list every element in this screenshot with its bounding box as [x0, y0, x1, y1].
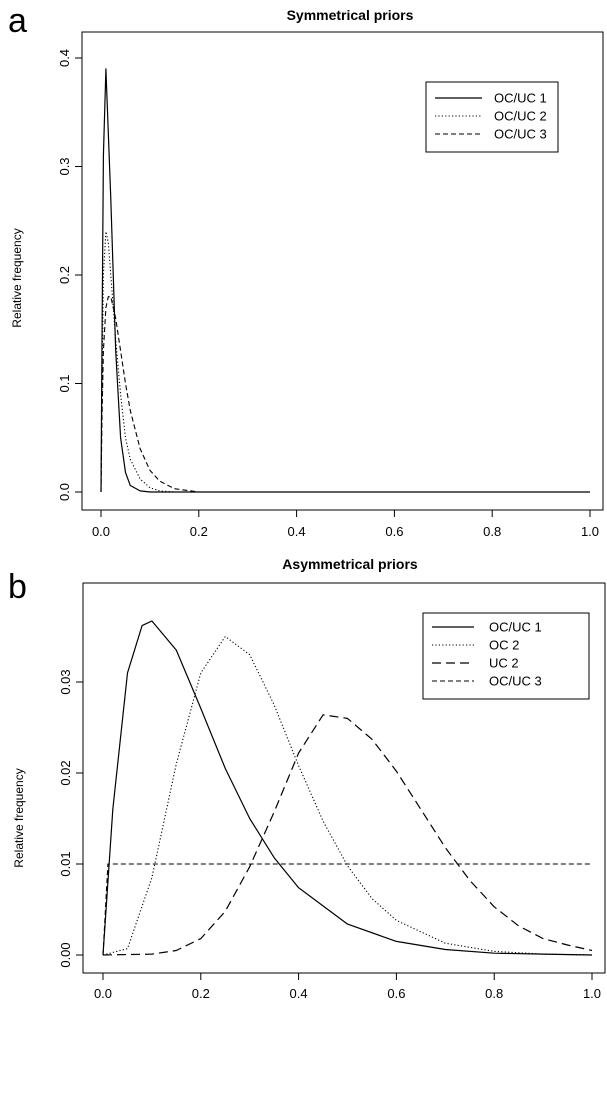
legend-b: OC/UC 1 OC 2 UC 2 OC/UC 3 [422, 612, 590, 700]
series-line [102, 714, 593, 956]
panel-a: a Symmetrical priors Relative frequency … [8, 2, 604, 539]
x-tick-label: 0.2 [192, 986, 210, 1001]
series-line [100, 68, 590, 493]
x-tick-label: 1.0 [583, 986, 601, 1001]
y-tick-label: 0.01 [58, 851, 73, 876]
panel-letter-b: b [8, 568, 27, 606]
y-tick-label: 0.0 [57, 483, 72, 501]
y-tick-label: 0.3 [57, 157, 72, 175]
legend-label: OC/UC 2 [494, 109, 547, 124]
y-tick-label: 0.4 [57, 49, 72, 67]
legend-label: OC/UC 1 [489, 620, 542, 635]
series-line [102, 635, 593, 956]
y-tick-label: 0.1 [57, 374, 72, 392]
legend-label: OC/UC 3 [489, 674, 542, 689]
y-tick-label: 0.00 [58, 942, 73, 967]
chart-title-a: Symmetrical priors [287, 7, 414, 23]
x-tick-label: 1.0 [581, 524, 599, 539]
x-tick-label: 0.4 [290, 986, 308, 1001]
x-tick-label: 0.8 [483, 524, 501, 539]
panel-b: b Asymmetrical priors Relative frequency… [8, 556, 606, 1001]
y-tick-label: 0.03 [58, 669, 73, 694]
legend-a: OC/UC 1 OC/UC 2 OC/UC 3 [425, 81, 559, 153]
lines-a [100, 68, 590, 493]
y-axis-label-b: Relative frequency [12, 768, 26, 867]
panel-letter-a: a [8, 2, 27, 40]
lines-b [102, 620, 593, 956]
legend-label: OC/UC 3 [494, 127, 547, 142]
series-line [102, 863, 592, 956]
x-tick-label: 0.4 [288, 524, 306, 539]
x-tick-label: 0.0 [94, 986, 112, 1001]
legend-label: OC 2 [489, 638, 519, 653]
y-tick-label: 0.02 [58, 760, 73, 785]
x-tick-label: 0.0 [92, 524, 110, 539]
x-tick-label: 0.2 [190, 524, 208, 539]
series-line [102, 620, 593, 956]
series-line [100, 231, 590, 493]
series-line [100, 296, 590, 493]
y-tick-label: 0.2 [57, 266, 72, 284]
x-tick-label: 0.6 [385, 524, 403, 539]
legend-label: OC/UC 1 [494, 91, 547, 106]
y-axis-label-a: Relative frequency [10, 228, 24, 327]
x-tick-label: 0.6 [387, 986, 405, 1001]
chart-title-b: Asymmetrical priors [282, 556, 418, 572]
legend-label: UC 2 [489, 656, 519, 671]
axes-a: 0.0 0.2 0.4 0.6 0.8 1.0 0.0 0.1 0.2 0.3 0.4 [57, 31, 604, 539]
x-tick-label: 0.8 [485, 986, 503, 1001]
legend-box [425, 81, 559, 153]
axes-b: 0.0 0.2 0.4 0.6 0.8 1.0 0.00 0.01 0.02 0.03 [58, 582, 606, 1001]
